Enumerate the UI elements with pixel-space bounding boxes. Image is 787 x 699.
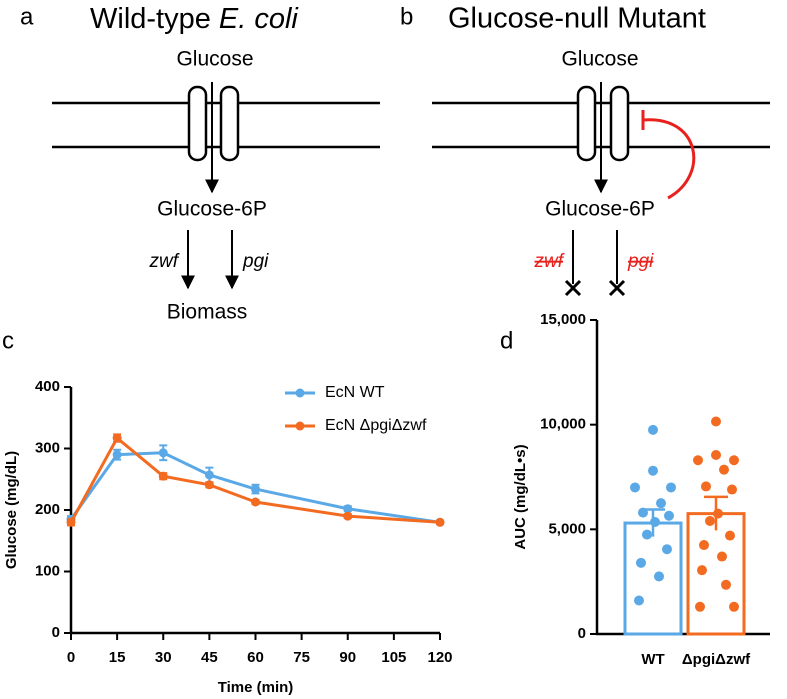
glucose-label: Glucose <box>561 48 638 71</box>
data-point <box>343 511 353 521</box>
data-point <box>656 498 666 509</box>
x-tick-label: 105 <box>381 649 406 666</box>
data-point <box>711 416 721 427</box>
x-tick-label: 120 <box>427 649 452 666</box>
panel-label: a <box>20 3 34 30</box>
series-line <box>69 435 441 524</box>
data-point <box>719 464 729 475</box>
transporter <box>219 85 240 162</box>
y-axis-label: AUC (mg/dL•s) <box>512 444 529 549</box>
panel-a: a Wild-type E. coli Glucose Glucose-6P zw… <box>20 3 380 324</box>
glucose-label: Glucose <box>176 48 253 71</box>
y-tick-label: 15,000 <box>540 311 586 328</box>
y-axis-label: Glucose (mg/dL) <box>3 451 20 569</box>
y-tick-label: 0 <box>578 625 586 642</box>
data-point <box>636 557 646 568</box>
x-tick-label: 75 <box>293 649 310 666</box>
panel-label: c <box>2 327 14 354</box>
data-point <box>634 595 644 606</box>
data-point <box>721 579 731 590</box>
data-point <box>204 470 214 480</box>
x-tick-label: WT <box>641 651 664 668</box>
data-point <box>648 424 658 435</box>
data-point <box>204 480 214 490</box>
data-point <box>705 515 715 526</box>
panel-b: b Glucose-null Mutant Glucose Glucose-6P… <box>400 3 770 297</box>
gene-label: pgi <box>242 251 269 272</box>
transporter <box>609 85 630 162</box>
data-point <box>727 484 737 495</box>
data-point <box>251 497 260 507</box>
gene-label: zwf <box>534 251 565 272</box>
y-tick-label: 10,000 <box>540 416 586 433</box>
x-tick-label: ΔpgiΔzwf <box>682 651 751 668</box>
panel-title: Wild-type E. coli <box>90 3 299 35</box>
x-tick-label: 15 <box>109 649 126 666</box>
legend-label: EcN ΔpgiΔzwf <box>325 417 427 434</box>
data-point <box>642 529 652 540</box>
data-point <box>158 471 168 481</box>
y-tick-label: 100 <box>35 562 60 579</box>
data-point <box>701 481 711 492</box>
transporter <box>187 85 208 162</box>
y-tick-label: 5,000 <box>548 520 586 537</box>
panel-label: d <box>500 327 513 354</box>
y-tick-label: 0 <box>52 624 60 641</box>
block-mark <box>564 279 626 297</box>
legend-label: EcN WT <box>325 384 385 401</box>
x-tick-label: 30 <box>155 649 172 666</box>
y-tick-label: 200 <box>35 501 60 518</box>
bar <box>686 512 746 636</box>
g6p-label: Glucose-6P <box>545 198 655 221</box>
data-point <box>251 484 260 494</box>
data-point <box>697 565 707 576</box>
data-point <box>630 482 640 493</box>
data-point <box>158 448 168 458</box>
x-tick-label: 90 <box>339 649 356 666</box>
data-point <box>711 450 721 461</box>
y-tick-label: 300 <box>35 439 60 456</box>
x-tick-label: 60 <box>247 649 264 666</box>
data-point <box>713 508 723 519</box>
title-italic: E. coli <box>219 3 300 35</box>
y-tick-label: 400 <box>35 378 60 395</box>
data-point <box>666 482 676 493</box>
data-point <box>66 517 76 527</box>
data-point <box>654 571 664 582</box>
bar <box>623 521 683 636</box>
data-point <box>648 465 658 476</box>
gene-label: pgi <box>627 251 654 272</box>
data-point <box>650 517 660 528</box>
g6p-label: Glucose-6P <box>157 198 267 221</box>
data-point <box>662 544 672 555</box>
data-point <box>725 530 735 541</box>
data-point <box>729 455 739 466</box>
data-point <box>343 504 353 514</box>
panel-title: Glucose-null Mutant <box>448 3 706 35</box>
x-tick-label: 0 <box>67 649 75 666</box>
x-tick-label: 45 <box>201 649 218 666</box>
data-point <box>695 601 705 612</box>
product-label: Biomass <box>167 301 248 324</box>
data-point <box>693 455 703 466</box>
inhibition-arc <box>642 118 696 200</box>
data-point <box>638 507 648 518</box>
data-point <box>112 433 122 443</box>
legend-marker <box>295 388 305 398</box>
data-point <box>699 540 709 551</box>
title-text: Wild-type <box>90 3 211 35</box>
data-point <box>435 517 445 527</box>
legend-marker <box>295 421 305 431</box>
gene-label: zwf <box>149 251 180 272</box>
data-point <box>664 510 674 521</box>
data-point <box>112 450 122 460</box>
data-point <box>717 551 727 562</box>
x-axis-label: Time (min) <box>218 679 294 696</box>
transporter <box>576 85 597 162</box>
panel-label: b <box>400 3 413 30</box>
data-point <box>729 601 739 612</box>
